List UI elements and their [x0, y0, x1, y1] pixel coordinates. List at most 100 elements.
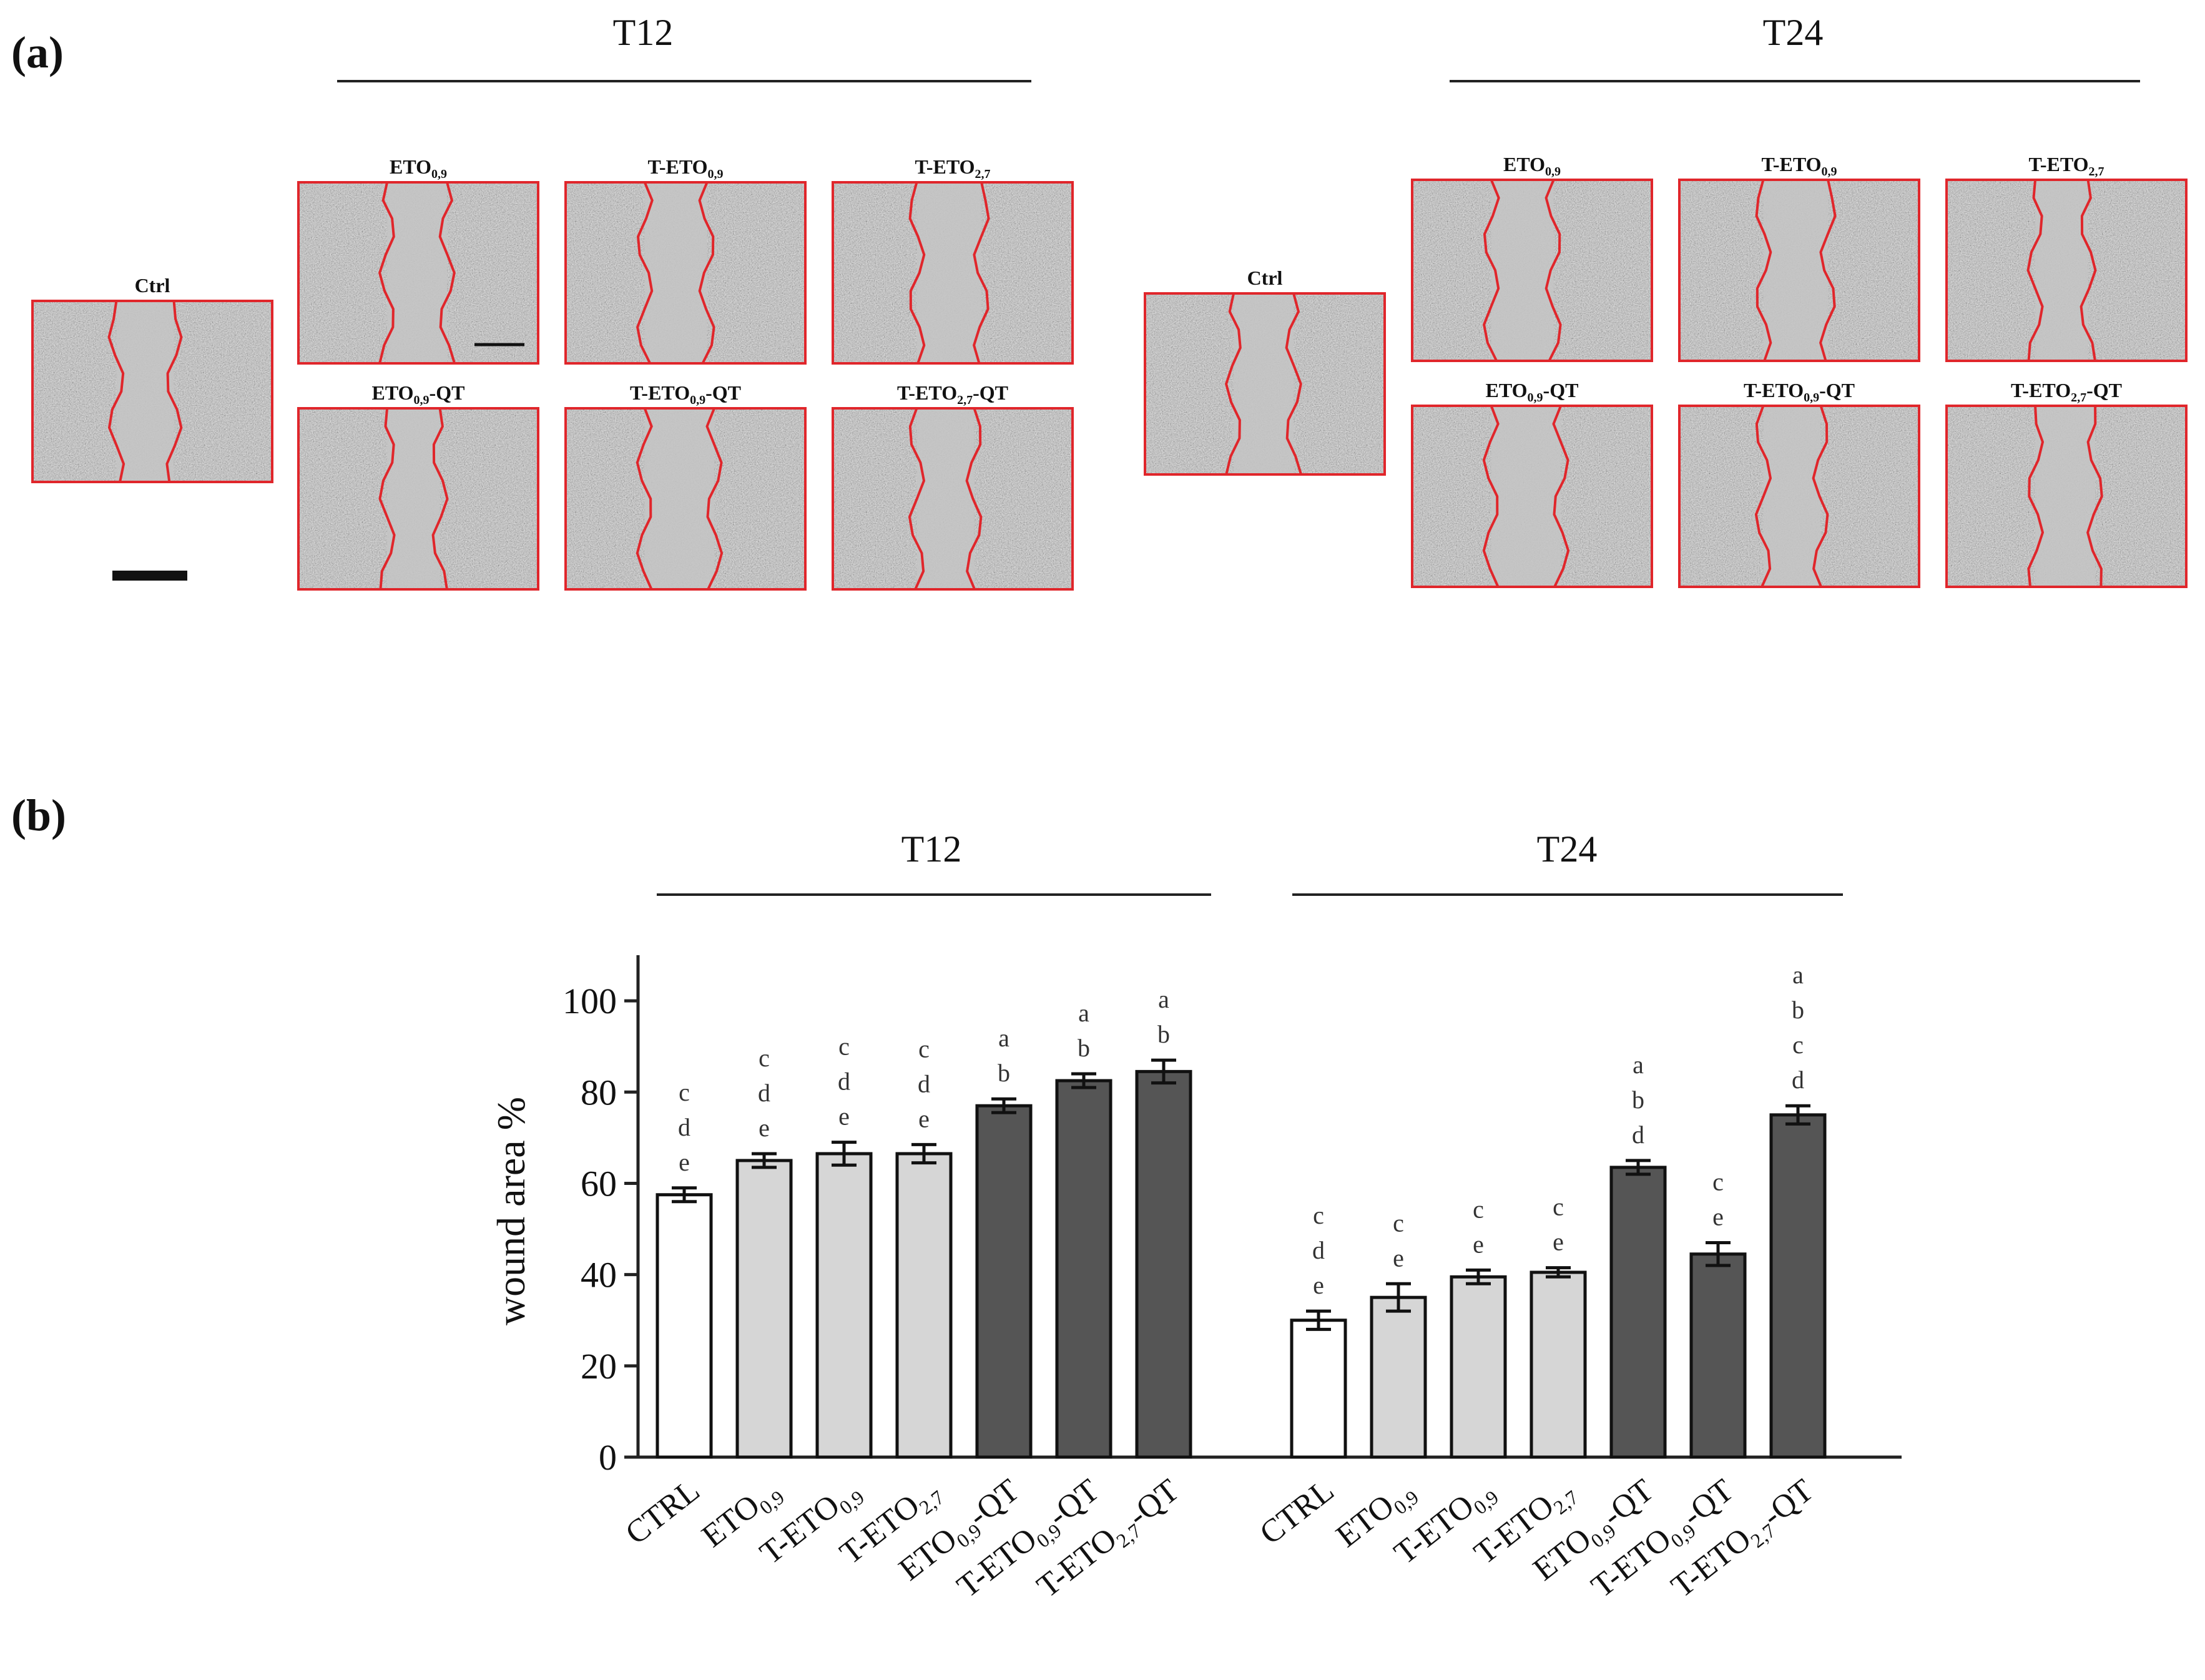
- wound-edge-line: [636, 182, 654, 364]
- tile-border: [832, 407, 1074, 591]
- tile-title-base: T-ETO: [647, 155, 707, 178]
- wound-edge-line: [2026, 179, 2044, 361]
- wound-edge-line: [2086, 405, 2103, 587]
- tile-title-base: ETO: [1486, 379, 1528, 401]
- tile-title: T-ETO2,7: [915, 155, 990, 181]
- tile-title-suffix: -QT: [2086, 379, 2122, 401]
- y-tick-label: 100: [562, 981, 617, 1021]
- micrograph-tile: [1945, 179, 2188, 362]
- wound-edge-line: [1544, 179, 1562, 361]
- significance-letter: a: [1158, 985, 1169, 1013]
- significance-letter: d: [1632, 1121, 1644, 1149]
- bar: [735, 1159, 793, 1459]
- tile-title-sub: 2,7: [2071, 391, 2086, 405]
- tile-title-sub: 0,9: [1528, 391, 1543, 405]
- chart-heading-t24: T24: [1537, 828, 1598, 870]
- chart-heading-t12: T12: [901, 828, 962, 870]
- significance-letter: e: [679, 1148, 690, 1176]
- tile-title-base: T-ETO: [915, 155, 975, 178]
- tile-title-base: T-ETO: [630, 381, 690, 404]
- bar: [1689, 1252, 1747, 1459]
- wound-edge-line: [431, 408, 449, 590]
- wound-edge-line: [908, 408, 926, 590]
- tile-title-base: T-ETO: [1761, 153, 1821, 175]
- tile-border: [1678, 405, 1920, 588]
- wound-edge-line: [1755, 179, 1772, 361]
- wound-edge-line: [965, 408, 983, 590]
- wound-edge-line: [1225, 293, 1242, 475]
- wound-edge-line: [107, 300, 125, 483]
- significance-letter: c: [679, 1078, 690, 1106]
- tile-border: [1144, 292, 1386, 476]
- significance-letter: e: [1553, 1228, 1564, 1256]
- wound-edge-line: [2080, 179, 2097, 361]
- significance-letter: d: [1792, 1066, 1804, 1094]
- wound-gap: [1491, 181, 1554, 360]
- tile-title-sub: 2,7: [957, 393, 973, 407]
- y-tick-label: 20: [581, 1346, 617, 1387]
- micrograph-tile: [564, 181, 807, 365]
- significance-letter: c: [759, 1044, 770, 1072]
- tile-title: ETO0,9-QT: [1486, 379, 1579, 405]
- wound-gap: [1763, 181, 1829, 360]
- tile-title-sub: 0,9: [414, 393, 430, 407]
- significance-letter: a: [1078, 999, 1089, 1027]
- tile-title-sub: 0,9: [431, 167, 447, 181]
- tile-title: T-ETO2,7-QT: [2011, 379, 2122, 405]
- bar: [1450, 1275, 1507, 1459]
- wound-edge-line: [1482, 405, 1500, 587]
- tile-title-base: ETO: [372, 381, 414, 404]
- significance-letter: c: [1313, 1201, 1324, 1229]
- tile-title-suffix: -QT: [1543, 379, 1579, 401]
- tile-title-suffix: -QT: [705, 381, 741, 404]
- tile-border: [1411, 179, 1653, 362]
- significance-letter: d: [1312, 1236, 1325, 1264]
- wound-edge-line: [636, 408, 653, 590]
- tile-title-suffix: -QT: [973, 381, 1008, 404]
- tile-title-base: T-ETO: [2028, 153, 2088, 175]
- wound-gap: [644, 410, 715, 588]
- wound-gap: [387, 410, 440, 588]
- significance-letter: c: [1712, 1167, 1724, 1196]
- tile-border: [1945, 179, 2188, 362]
- significance-letter: e: [918, 1104, 930, 1132]
- wound-edge-line: [1483, 179, 1500, 361]
- wound-edge-line: [705, 408, 724, 590]
- wound-edge-line: [438, 182, 456, 364]
- wound-gap: [116, 302, 174, 481]
- tile-title-suffix: -QT: [1819, 379, 1855, 401]
- significance-letter: d: [838, 1068, 850, 1096]
- tile-title-sub: 2,7: [2089, 165, 2104, 179]
- panel-a-group-t12: T12: [337, 12, 1031, 82]
- bar: [1135, 1069, 1192, 1459]
- micrograph-tile: [297, 181, 539, 365]
- tile-border: [1945, 405, 2188, 588]
- significance-letter: e: [1313, 1271, 1324, 1299]
- wound-gap: [644, 184, 707, 362]
- tile-border: [297, 407, 539, 591]
- panel-b-label: (b): [11, 790, 66, 840]
- x-tick-label-group: CTRL: [1254, 1473, 1341, 1552]
- significance-letter: c: [838, 1033, 850, 1061]
- significance-letter: b: [1632, 1086, 1644, 1114]
- wound-edge-line: [908, 182, 926, 364]
- bar: [656, 1193, 713, 1459]
- significance-letter: c: [918, 1034, 930, 1063]
- group-heading-t12: T12: [613, 12, 674, 53]
- y-tick-label: 0: [599, 1437, 617, 1478]
- micrograph-tile: [564, 407, 807, 591]
- micrograph-tile: [1678, 179, 1920, 362]
- significance-letter: a: [1792, 961, 1804, 989]
- significance-letter: c: [1393, 1209, 1404, 1237]
- y-axis-label: wound area %: [489, 1097, 533, 1325]
- tile-border: [297, 181, 539, 365]
- wound-gap: [387, 184, 448, 362]
- significance-letter: e: [1712, 1202, 1724, 1231]
- micrograph-tile: [1411, 179, 1653, 362]
- tile-title-base: ETO: [1503, 153, 1545, 175]
- y-tick-label: 40: [581, 1255, 617, 1295]
- significance-letter: e: [838, 1103, 850, 1131]
